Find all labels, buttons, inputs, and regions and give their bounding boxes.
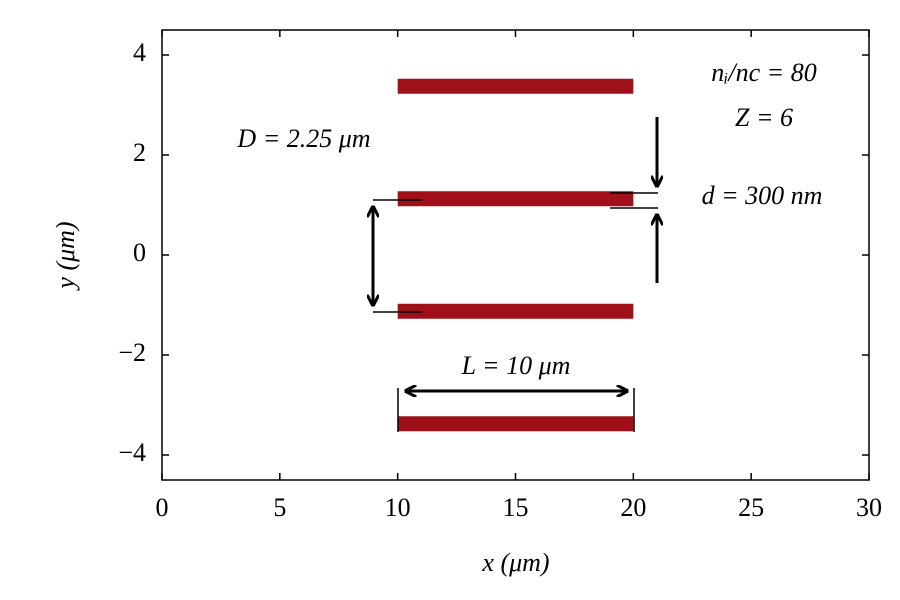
y-tick-label: 0 [133,238,146,267]
slab [397,303,634,319]
x-tick-label: 10 [385,493,411,522]
x-tick-label: 0 [156,493,169,522]
plot-frame [161,29,870,481]
slab [397,191,634,207]
y-axis-label: y (μm) [51,221,80,291]
x-axis-label: x (μm) [481,548,549,577]
annotation: d = 300 nm [702,181,823,210]
annotation: D = 2.25 μm [236,124,370,153]
slab [397,78,634,94]
annotation: Z = 6 [735,103,793,132]
y-tick-label: 2 [133,138,146,167]
x-tick-label: 5 [273,493,286,522]
ticks: 0 5 10 15 20 25 30 −4 −2 0 2 4 [118,30,882,522]
y-tick-label: −4 [118,438,146,467]
x-tick-label: 30 [856,493,882,522]
y-tick-label: 4 [133,38,146,67]
annotation: L = 10 μm [461,351,571,380]
y-tick-label: −2 [118,338,146,367]
slab [397,416,634,432]
arrows [373,117,658,432]
x-tick-label: 25 [738,493,764,522]
x-tick-label: 15 [503,493,529,522]
x-tick-label: 20 [620,493,646,522]
slabs [397,78,634,432]
annotation: nᵢ/nc = 80 [711,58,816,87]
